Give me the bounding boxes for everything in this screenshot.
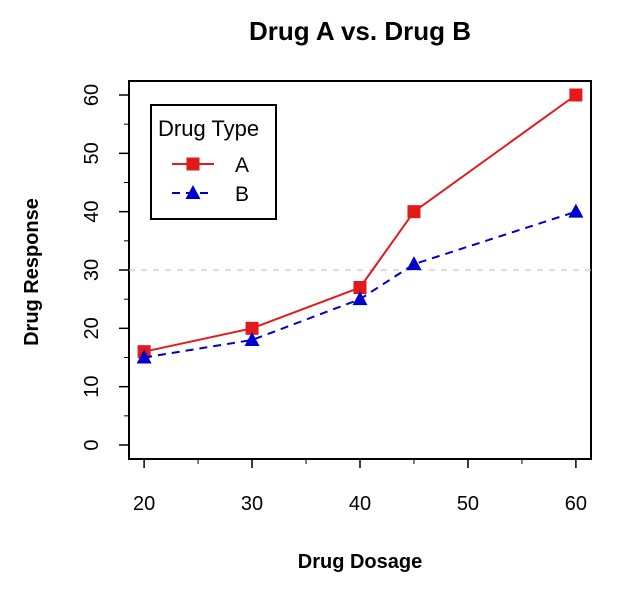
x-tick-label-60: 60 [565,493,587,515]
chart-layer: 20 30 40 50 60 0 10 20 30 40 50 60 Drug Type AB [81,80,592,515]
legend-label-b: B [235,183,249,206]
y-tick-label-60: 60 [81,84,103,106]
series-b-point-1 [136,349,152,364]
series-b-point-3 [352,291,368,306]
legend: Drug Type AB [150,104,277,220]
x-tick-label-40: 40 [349,493,371,515]
chart-title: Drug A vs. Drug B [249,16,471,46]
legend-label-a: A [235,154,249,177]
series-a-point-2 [245,321,259,335]
legend-title: Drug Type [158,116,259,141]
y-tick-label-30: 30 [81,259,103,281]
series-b-point-5 [568,203,584,218]
x-tick-label-30: 30 [241,493,263,515]
legend-marker-b [185,185,201,199]
series-b-point-2 [244,332,260,346]
x-tick-label-50: 50 [457,493,479,515]
x-axis-label: Drug Dosage [298,551,422,573]
legend-marker-a [186,157,200,171]
y-tick-label-10: 10 [81,376,103,398]
legend-box [150,104,277,220]
series-a-point-3 [353,281,367,294]
series-b-point-4 [406,256,422,271]
y-tick-label-40: 40 [81,201,103,223]
y-axis-label: Drug Response [21,198,43,346]
series-a-point-5 [569,88,583,102]
series-a-point-4 [407,205,421,219]
y-tick-label-50: 50 [81,142,103,164]
y-tick-label-0: 0 [81,439,103,450]
y-tick-label-20: 20 [81,317,103,339]
x-tick-label-20: 20 [133,493,155,515]
